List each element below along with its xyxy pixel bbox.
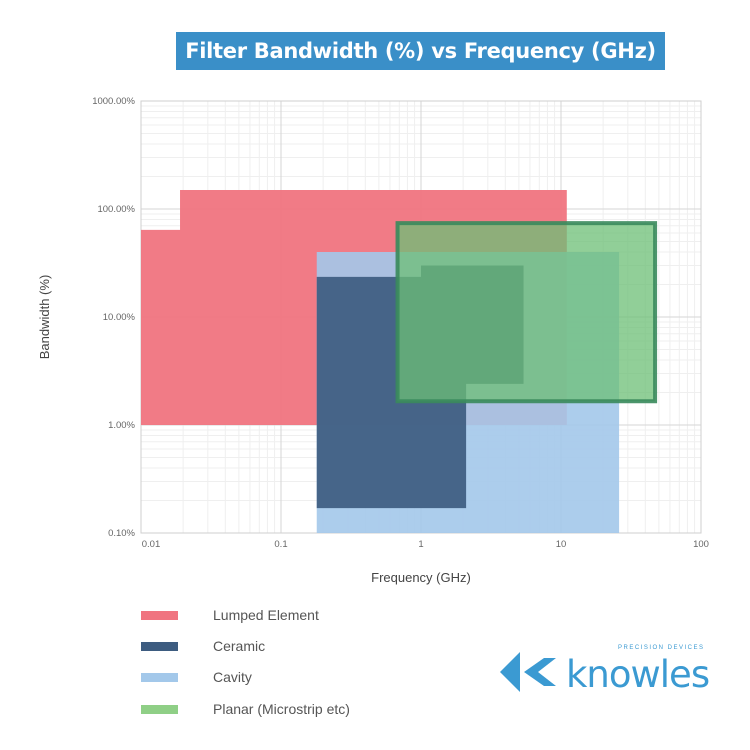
- logo-wordmark: knowles: [566, 653, 710, 696]
- y-axis-label: Bandwidth (%): [37, 275, 52, 360]
- series-areas: [141, 189, 658, 533]
- y-tick-label: 100.00%: [97, 204, 135, 215]
- x-axis-label: Frequency (GHz): [371, 570, 471, 585]
- legend-item-ceramic: Ceramic: [141, 638, 265, 654]
- x-tick-label: 100: [693, 539, 709, 550]
- legend-swatch: [141, 610, 178, 620]
- legend-swatch: [141, 641, 178, 651]
- knowles-logo: PRECISION DEVICES knowles: [500, 642, 710, 698]
- legend-item-lumped: Lumped Element: [141, 607, 319, 623]
- x-tick-label: 0.01: [142, 539, 161, 550]
- x-tick-label: 10: [556, 539, 567, 550]
- chart-title: Filter Bandwidth (%) vs Frequency (GHz): [176, 32, 665, 70]
- x-tick-label: 0.1: [274, 539, 287, 550]
- y-tick-label: 1.00%: [108, 420, 135, 431]
- legend-swatch: [141, 704, 178, 714]
- legend-label: Lumped Element: [213, 607, 319, 623]
- y-tick-label: 0.10%: [108, 528, 135, 539]
- legend-label: Cavity: [213, 669, 252, 685]
- legend-label: Ceramic: [213, 638, 266, 654]
- x-tick-label: 1: [418, 539, 423, 550]
- y-tick-label: 10.00%: [103, 312, 136, 323]
- legend-item-planar: Planar (Microstrip etc): [141, 701, 350, 717]
- area-planar: [395, 221, 658, 404]
- logo-tagline: PRECISION DEVICES: [618, 645, 705, 651]
- y-tick-label: 1000.00%: [92, 96, 135, 107]
- legend-swatch: [141, 672, 178, 682]
- legend-item-cavity: Cavity: [141, 669, 252, 685]
- legend-label: Planar (Microstrip etc): [213, 701, 350, 717]
- knowles-chevron-icon: [500, 652, 556, 692]
- axis-ticks: 0.01 0.1 1 10 100 0.10% 1.00% 10.00% 100.00% 1000…: [92, 96, 709, 550]
- plot-svg: 0.01 0.1 1 10 100 0.10% 1.00% 10.00% 100.00% 1000…: [37, 96, 709, 585]
